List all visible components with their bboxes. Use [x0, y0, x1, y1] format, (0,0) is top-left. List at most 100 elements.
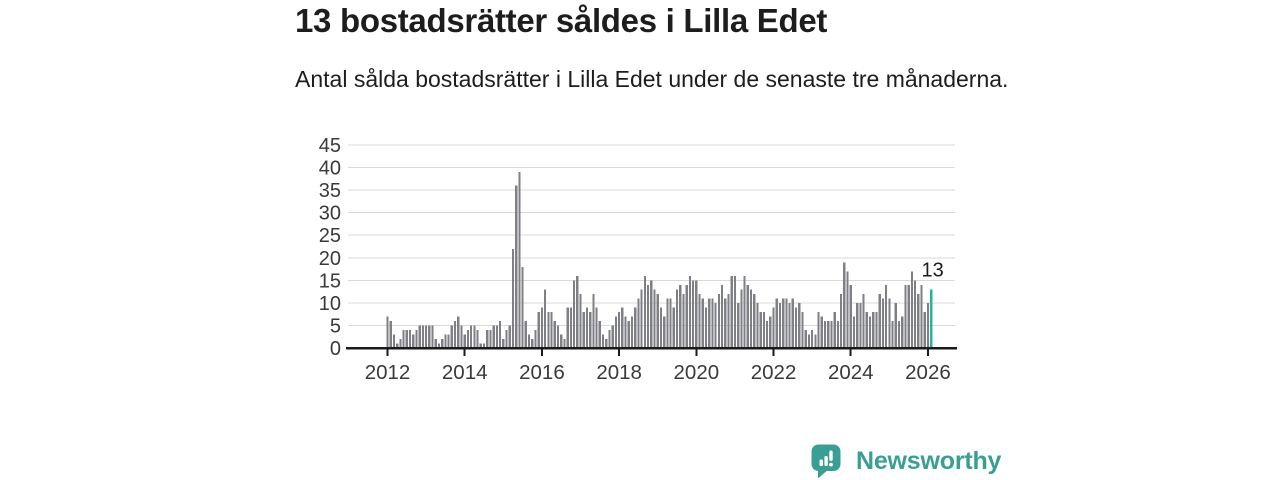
bar-month — [431, 325, 434, 348]
bar-month — [901, 316, 904, 348]
bar-month — [888, 298, 891, 348]
bar-month — [865, 311, 868, 348]
bar-month — [637, 298, 640, 348]
bar-month — [679, 284, 682, 348]
bar-month — [724, 298, 727, 348]
bar-month — [386, 316, 389, 348]
bar-month — [672, 307, 675, 348]
bar-month — [634, 307, 637, 348]
bar-month — [840, 293, 843, 348]
bar-month — [727, 293, 730, 348]
bar-month — [820, 316, 823, 348]
y-axis-tick-label: 30 — [319, 203, 341, 225]
bar-month — [589, 311, 592, 348]
bar-month — [499, 320, 502, 348]
bar-month — [453, 320, 457, 348]
bar-month — [518, 172, 521, 348]
bar-month — [769, 316, 772, 348]
bar-month — [457, 316, 460, 348]
bar-month — [437, 343, 441, 348]
bar-month — [547, 311, 550, 348]
bar-month — [814, 334, 817, 348]
bar-month — [701, 298, 704, 348]
bar-month — [717, 293, 720, 348]
bar-month — [463, 334, 466, 348]
y-axis-tick-label: 45 — [319, 135, 341, 157]
x-axis-tick-label: 2024 — [828, 361, 874, 384]
bar-month — [531, 338, 534, 348]
bar-month — [894, 302, 897, 348]
bar-month — [592, 293, 595, 348]
bar-month — [576, 275, 579, 348]
bar-month — [830, 320, 833, 348]
y-axis-tick-label: 20 — [319, 248, 341, 270]
highlight-value-label: 13 — [922, 259, 944, 281]
bar-month — [412, 334, 415, 348]
bar-month — [502, 338, 505, 348]
bar-month — [791, 298, 794, 348]
bar-month-highlighted — [930, 289, 933, 348]
bar-month — [605, 338, 608, 348]
bar-month — [695, 280, 698, 348]
bar-month — [527, 334, 531, 348]
bar-month — [566, 307, 569, 348]
bar-month — [402, 329, 405, 348]
y-axis-tick-label: 40 — [319, 158, 341, 180]
bar-month — [881, 298, 885, 348]
bar-month — [544, 289, 547, 348]
bar-month — [872, 311, 875, 348]
bar-month — [811, 329, 814, 348]
bar-month — [868, 316, 872, 348]
bar-month — [560, 334, 563, 348]
bar-month — [720, 284, 724, 348]
bar-month — [923, 311, 926, 348]
bar-month — [425, 325, 428, 348]
bar-month — [646, 284, 650, 348]
bar-month — [856, 302, 859, 348]
bar-month — [540, 307, 544, 348]
bar-month — [827, 320, 830, 348]
bar-month — [743, 275, 746, 348]
bar-month — [563, 338, 566, 348]
bar-month — [470, 325, 473, 348]
bar-month — [692, 280, 695, 348]
bar-month — [418, 325, 421, 348]
bar-month — [711, 298, 714, 348]
bar-month — [778, 302, 782, 348]
bar-month — [794, 307, 798, 348]
bar-month — [492, 325, 495, 348]
bar-month — [569, 307, 572, 348]
bar-month — [553, 320, 556, 348]
bar-month — [524, 320, 527, 348]
bar-month — [807, 334, 811, 348]
bar-month — [817, 311, 820, 348]
bar-month — [447, 334, 450, 348]
x-axis-tick-label: 2012 — [365, 361, 411, 384]
bar-month — [608, 329, 611, 348]
bar-month — [753, 293, 756, 348]
bar-month — [904, 284, 907, 348]
bar-month — [659, 307, 663, 348]
bar-month — [595, 307, 598, 348]
bar-month — [917, 293, 920, 348]
bar-month — [537, 311, 540, 348]
bar-month — [746, 284, 749, 348]
bar-month — [891, 320, 894, 348]
bar-month — [675, 289, 679, 348]
bar-month — [666, 298, 669, 348]
newsworthy-logo-text: Newsworthy — [856, 447, 1002, 475]
newsworthy-branding[interactable]: Newsworthy — [810, 443, 1001, 480]
bar-month — [476, 329, 479, 348]
bar-month — [614, 316, 618, 348]
bar-month — [441, 338, 444, 348]
bar-month — [486, 329, 489, 348]
bar-month — [508, 325, 511, 348]
bar-month — [733, 275, 737, 348]
x-axis-tick-label: 2016 — [519, 361, 565, 384]
bar-month — [534, 329, 537, 348]
bar-month — [852, 316, 856, 348]
bar-month — [640, 289, 643, 348]
bar-month — [714, 302, 717, 348]
